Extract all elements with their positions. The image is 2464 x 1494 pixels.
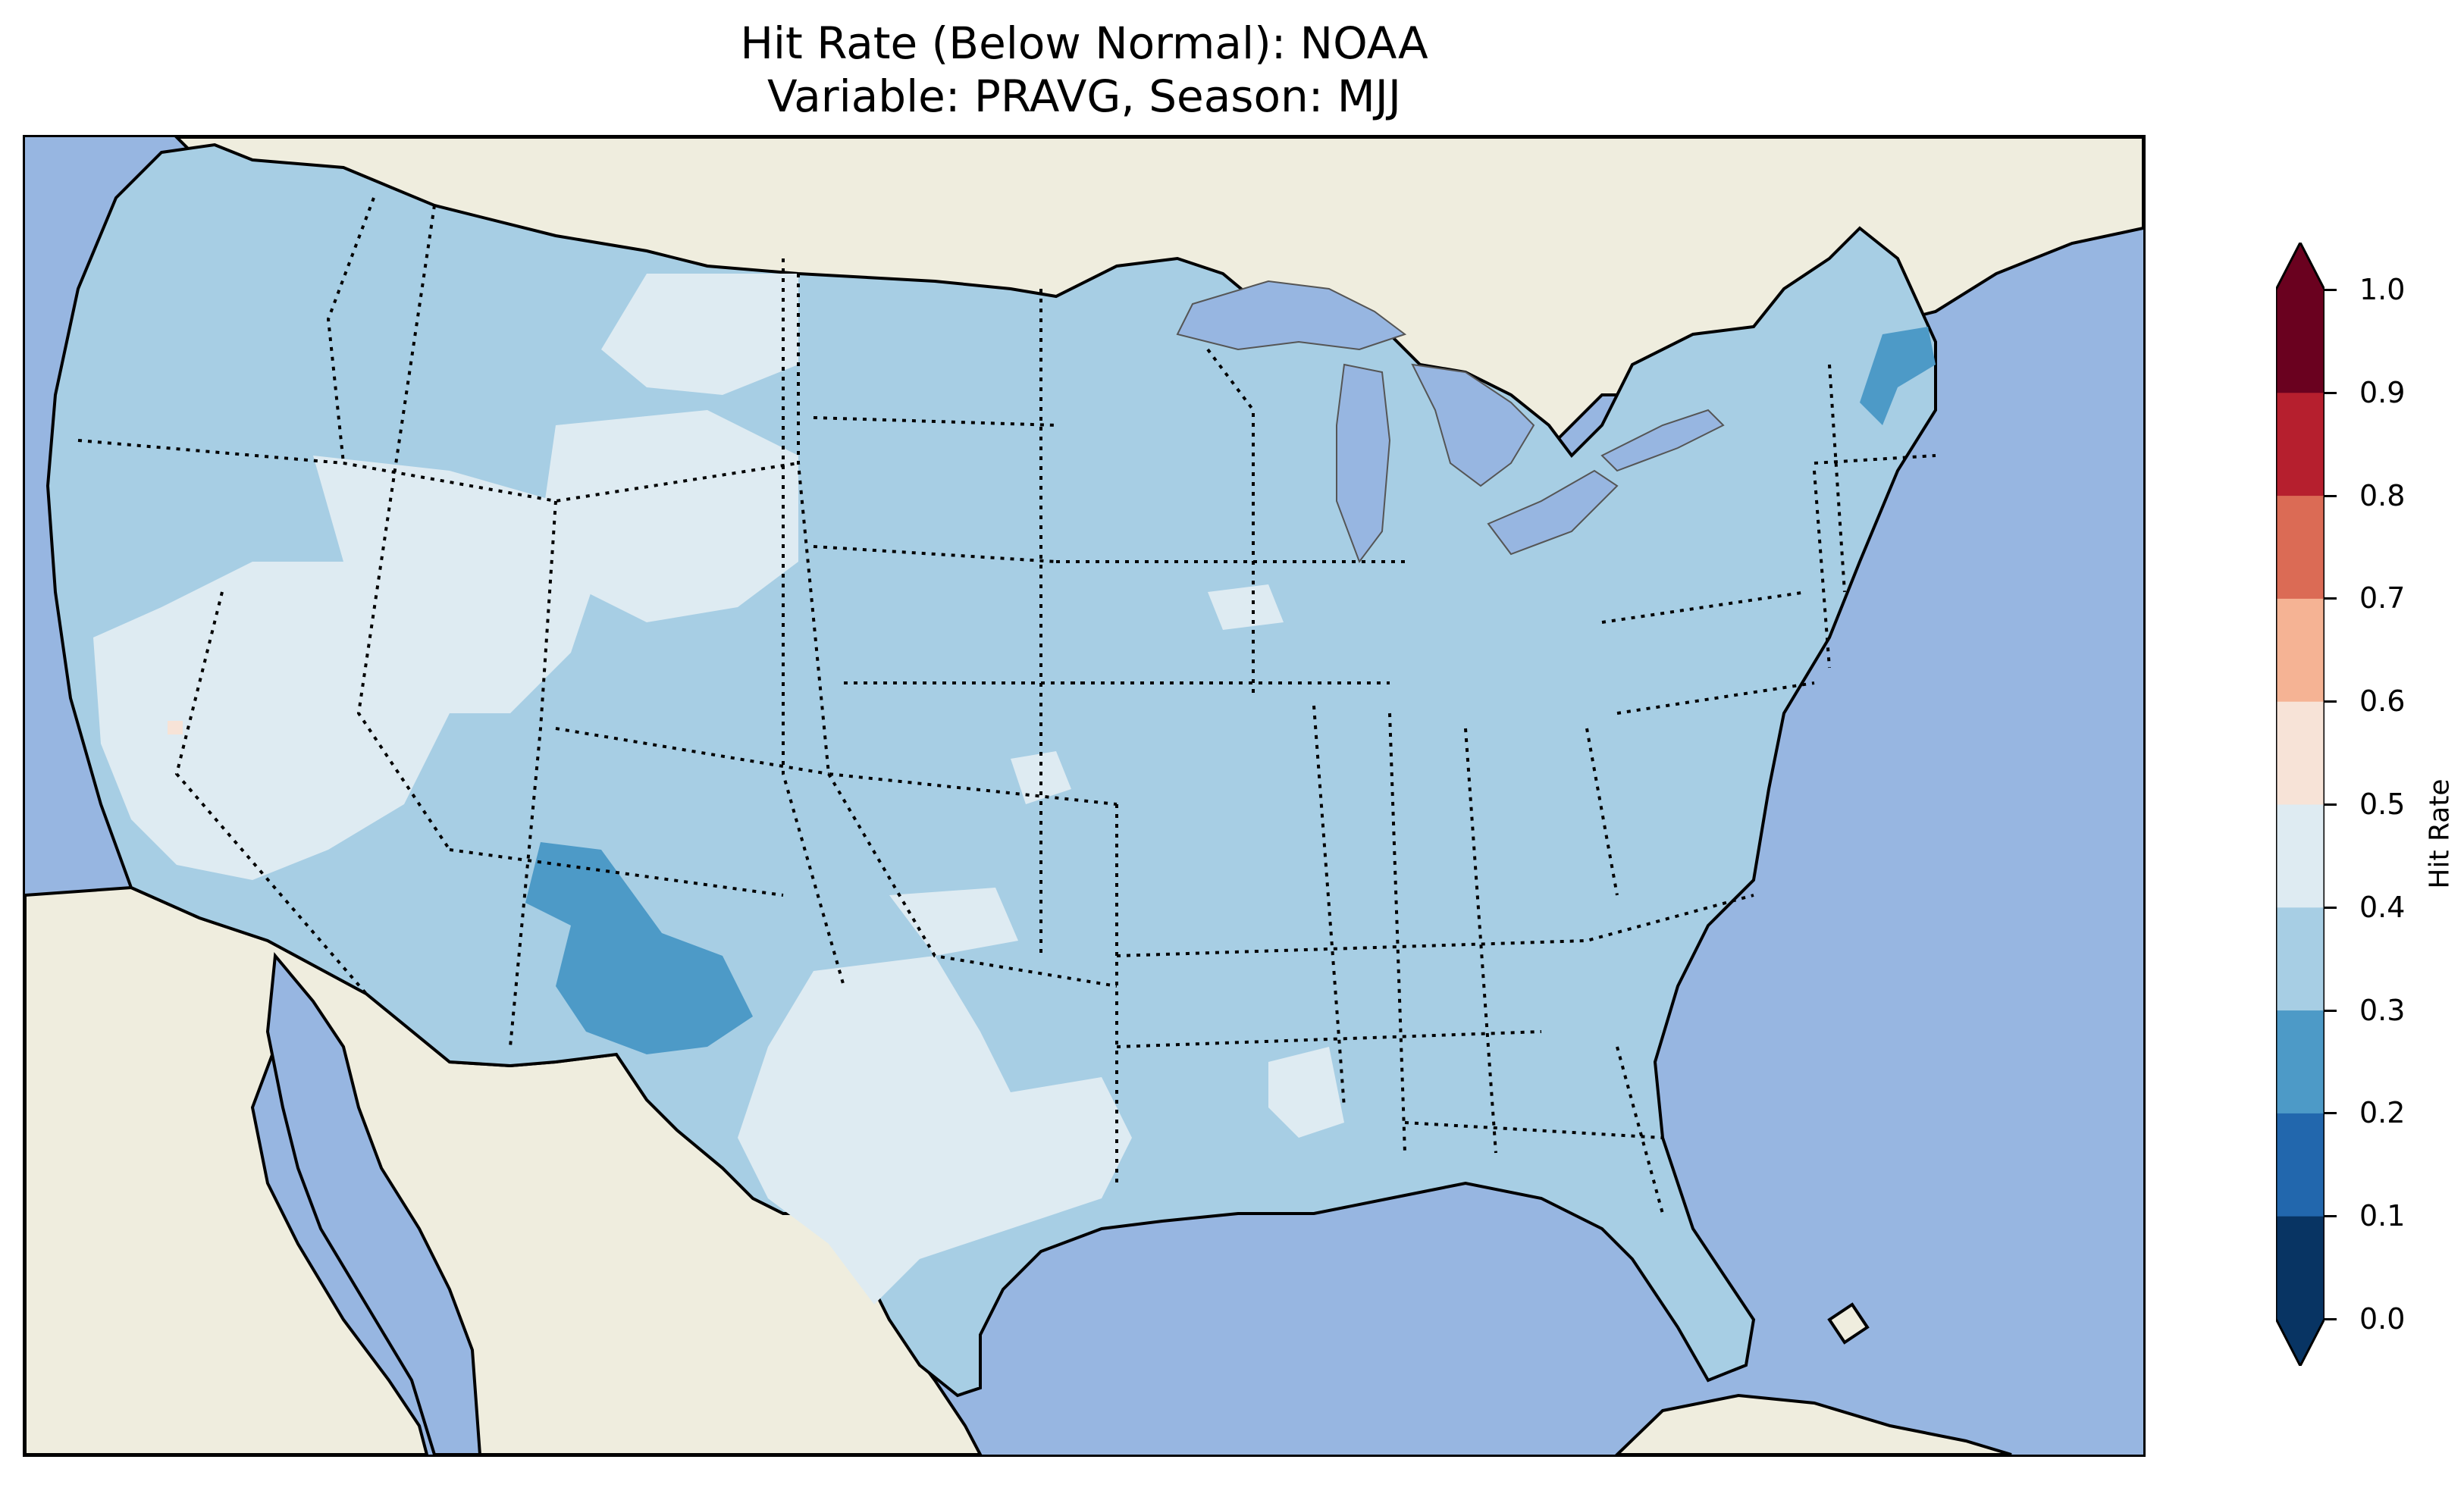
colorbar-tick-mark [2324,803,2337,806]
state-borders [77,197,1936,1214]
colorbar [2276,243,2324,1366]
colorbar-tick-mark [2324,1009,2337,1012]
colorbar-tick-mark [2324,700,2337,703]
colorbar-segment [2276,290,2324,393]
colorbar-tick-label: 0.1 [2359,1199,2406,1233]
colorbar-tick-mark [2324,494,2337,497]
colorbar-tick-label: 0.4 [2359,890,2406,924]
cuba-land [1615,1393,2012,1455]
title-line-2: Variable: PRAVG, Season: MJJ [767,70,1401,122]
colorbar-tick-label: 0.3 [2359,993,2406,1027]
colorbar-segment [2276,495,2324,599]
colorbar-segment [2276,1010,2324,1113]
colorbar-tick-mark [2324,1112,2337,1115]
colorbar-extend-max [2276,243,2324,290]
map-panel [23,135,2146,1457]
bahamas-land [1827,1302,1870,1345]
field-0.5-0.6 [168,721,183,734]
colorbar-tick-label: 0.6 [2359,684,2406,719]
colorbar-tick-label: 0.0 [2359,1302,2406,1336]
colorbar-tick-mark [2324,1318,2337,1320]
colorbar-tick-label: 0.2 [2359,1096,2406,1130]
great-lakes [1176,280,1725,564]
colorbar-tick-label: 0.7 [2359,581,2406,615]
field-0.2-0.3 [525,327,1936,1054]
colorbar-segment [2276,907,2324,1011]
colorbar-tick-label: 1.0 [2359,273,2406,306]
title-line-1: Hit Rate (Below Normal): NOAA [740,17,1428,69]
colorbar-tick-label: 0.9 [2359,375,2406,409]
colorbar-segment [2276,1216,2324,1320]
colorbar-tick-mark [2324,597,2337,600]
colorbar-segment [2276,1113,2324,1217]
colorbar-label: Hit Rate [2424,778,2456,889]
colorbar-tick-mark [2324,289,2337,291]
colorbar-tick-label: 0.8 [2359,478,2406,512]
colorbar-tick-mark [2324,391,2337,394]
chart-title: Hit Rate (Below Normal): NOAA Variable: … [0,17,2168,123]
colorbar-tick-mark [2324,1215,2337,1218]
field-0.4-0.5 [93,274,1344,1305]
map-canvas [25,137,2143,1455]
colorbar-tick-mark [2324,906,2337,909]
colorbar-segment [2276,701,2324,805]
colorbar-extend-min [2276,1319,2324,1366]
colorbar-segment [2276,598,2324,702]
colorbar-segment [2276,804,2324,908]
colorbar-tick-label: 0.5 [2359,788,2406,821]
colorbar-segment [2276,392,2324,496]
gulf-of-california [265,952,482,1455]
